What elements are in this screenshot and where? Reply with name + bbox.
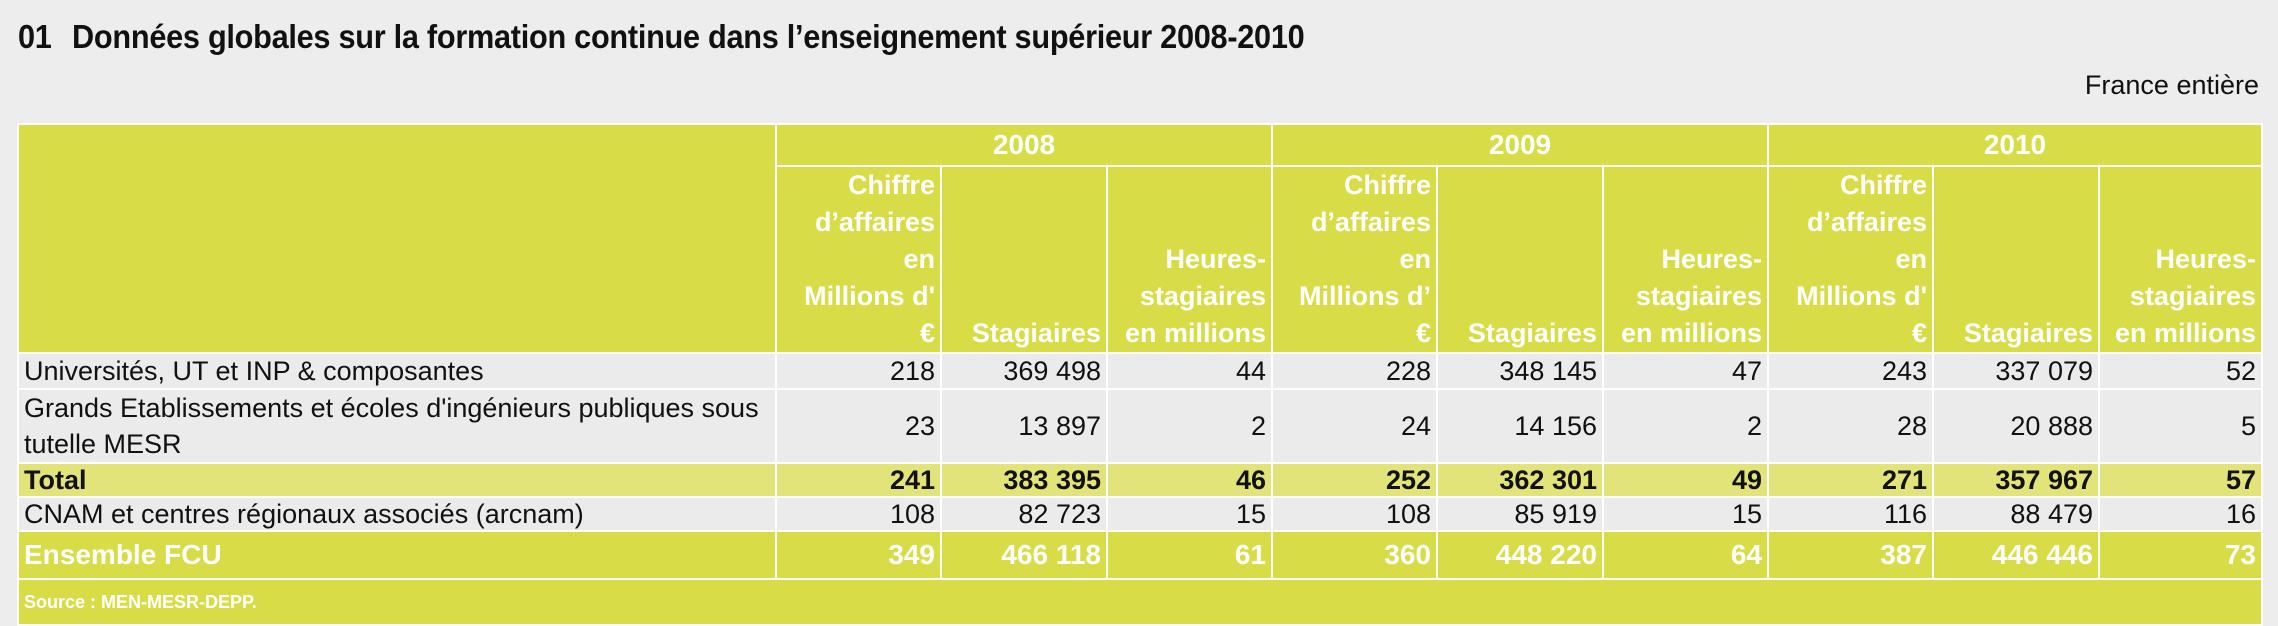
page-title: 01 Données globales sur la formation cont… [18,18,1305,56]
column-header-line: Heures- [1661,244,1762,274]
table-cell: 46 [1106,462,1273,498]
column-header-line: en millions [1620,318,1762,348]
table-cell: 466 118 [940,530,1108,580]
column-header-line: Stagiaires [1963,318,2093,348]
column-header: Stagiaires [1436,165,1604,354]
table-cell: 28 [1767,388,1934,464]
row-label: Ensemble FCU [17,530,777,580]
table-cell: 362 301 [1436,462,1604,498]
table-cell: 13 897 [940,388,1108,464]
column-header: Heures-stagiaires en millions [1602,165,1769,354]
year-header-row: 2008 2009 2010 [17,123,2263,354]
table-row: Total 241 383 395 46 252 362 301 49 271 357 967 5… [17,462,2263,498]
column-header-line: Heures- [1165,244,1266,274]
year-header: 2010 [1767,123,2263,167]
table-cell: 446 446 [1932,530,2100,580]
table-cell: 20 888 [1932,388,2100,464]
corner-cell [17,123,777,354]
table-cell: 24 [1271,388,1438,464]
row-label: Total [17,462,777,498]
column-header-line: en millions [2114,318,2256,348]
row-label: CNAM et centres régionaux associés (arcn… [17,496,777,532]
column-header-line: Chiffre [1344,170,1431,200]
column-header: Chiffre d’affaires en Millions d' € [775,165,942,354]
table-cell: 88 479 [1932,496,2100,532]
column-header-line: Millions d' € [1796,281,1927,348]
column-header-line: Chiffre [848,170,935,200]
column-header-line: stagiaires [1635,281,1762,311]
table-cell: 241 [775,462,942,498]
table-cell: 14 156 [1436,388,1604,464]
table-cell: 57 [2098,462,2263,498]
column-header-line: stagiaires [2129,281,2256,311]
table-cell: 243 [1767,352,1934,390]
table-cell: 252 [1271,462,1438,498]
table-row: Universités, UT et INP & composantes 218 3… [17,352,2263,390]
column-header-line: d’affaires en [814,207,935,274]
table-cell: 15 [1602,496,1769,532]
table-cell: 218 [775,352,942,390]
column-header-line: stagiaires [1139,281,1266,311]
table-cell: 383 395 [940,462,1108,498]
column-header: Stagiaires [1932,165,2100,354]
table-cell: 2 [1106,388,1273,464]
row-label: Grands Etablissements et écoles d'ingéni… [17,388,777,464]
table-cell: 85 919 [1436,496,1604,532]
table-cell: 15 [1106,496,1273,532]
table-cell: 387 [1767,530,1934,580]
column-header: Chiffre d’affaires en Millions d' € [1767,165,1934,354]
table-cell: 369 498 [940,352,1108,390]
column-header-line: Stagiaires [1467,318,1597,348]
table-cell: 73 [2098,530,2263,580]
source-row: Source : MEN-MESR-DEPP. [17,578,2263,626]
table-cell: 360 [1271,530,1438,580]
table-cell: 61 [1106,530,1273,580]
table-cell: 44 [1106,352,1273,390]
column-header-line: Heures- [2155,244,2256,274]
column-header: Chiffre d’affaires en Millions d’ € [1271,165,1438,354]
table-cell: 348 145 [1436,352,1604,390]
column-header-line: Chiffre [1840,170,1927,200]
row-label: Universités, UT et INP & composantes [17,352,777,390]
column-header: Heures-stagiaires en millions [1106,165,1273,354]
column-header: Heures-stagiaires en millions [2098,165,2263,354]
table-cell: 271 [1767,462,1934,498]
scope-label: France entière [2084,70,2259,100]
data-table: 2008 2009 2010 Chiffre d’affaires en Milli… [17,123,2263,626]
subheader-row: Chiffre d’affaires en Millions d' € Stagiai… [18,165,2263,354]
table-cell: 108 [1271,496,1438,532]
table-cell: 116 [1767,496,1934,532]
table-row: Grands Etablissements et écoles d'ingéni… [17,388,2263,464]
table-row: Ensemble FCU 349 466 118 61 360 448 220 64 387 4… [17,530,2263,580]
table-cell: 47 [1602,352,1769,390]
column-header-line: d’affaires en [1806,207,1927,274]
table-cell: 16 [2098,496,2263,532]
title-number: 01 [18,18,52,55]
table-cell: 349 [775,530,942,580]
year-header: 2009 [1271,123,1769,167]
column-header-line: en millions [1124,318,1266,348]
table-cell: 82 723 [940,496,1108,532]
table-cell: 2 [1602,388,1769,464]
table-cell: 49 [1602,462,1769,498]
table-cell: 337 079 [1932,352,2100,390]
table-cell: 448 220 [1436,530,1604,580]
table-cell: 64 [1602,530,1769,580]
table-cell: 228 [1271,352,1438,390]
year-header: 2008 [775,123,1273,167]
table-row: CNAM et centres régionaux associés (arcn… [17,496,2263,532]
column-header-line: Millions d' € [804,281,935,348]
table-cell: 5 [2098,388,2263,464]
source-note: Source : MEN-MESR-DEPP. [17,578,2263,626]
column-header: Stagiaires [940,165,1108,354]
table-cell: 108 [775,496,942,532]
column-header-line: Stagiaires [971,318,1101,348]
table-cell: 52 [2098,352,2263,390]
column-header-line: d’affaires en [1310,207,1431,274]
column-header-line: Millions d’ € [1299,281,1431,348]
table-cell: 23 [775,388,942,464]
title-text: Données globales sur la formation contin… [72,18,1305,55]
table-cell: 357 967 [1932,462,2100,498]
